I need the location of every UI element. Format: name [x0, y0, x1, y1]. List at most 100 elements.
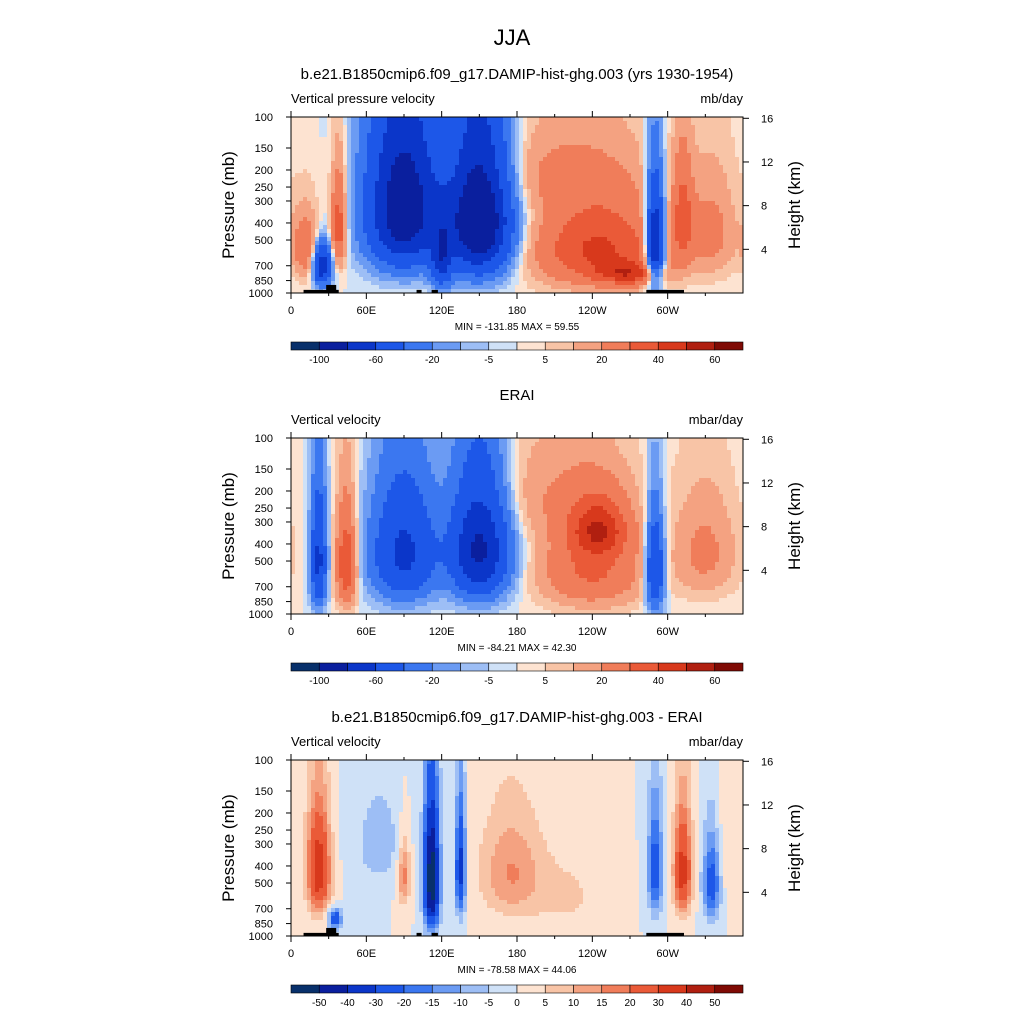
heatmap-cell	[643, 201, 648, 206]
heatmap-cell	[371, 121, 376, 126]
heatmap-cell	[431, 281, 436, 286]
heatmap-cell	[471, 281, 476, 286]
heatmap-cell	[467, 201, 472, 206]
heatmap-cell	[723, 277, 728, 282]
heatmap-cell	[335, 141, 340, 146]
heatmap-cell	[531, 125, 536, 130]
heatmap-cell	[347, 209, 352, 214]
heatmap-cell	[483, 153, 488, 158]
heatmap-cell	[643, 221, 648, 226]
heatmap-cell	[427, 169, 432, 174]
heatmap-cell	[635, 121, 640, 126]
heatmap-cell	[547, 281, 552, 286]
heatmap-cell	[535, 185, 540, 190]
heatmap-cell	[707, 117, 712, 122]
heatmap-cell	[703, 269, 708, 274]
heatmap-cell	[423, 229, 428, 234]
heatmap-cell	[499, 257, 504, 262]
heatmap-cell	[643, 157, 648, 162]
heatmap-cell	[567, 285, 572, 290]
heatmap-cell	[499, 237, 504, 242]
heatmap-cell	[463, 225, 468, 230]
heatmap-cell	[339, 125, 344, 130]
heatmap-cell	[399, 273, 404, 278]
heatmap-cell	[523, 161, 528, 166]
heatmap-cell	[583, 241, 588, 246]
heatmap-cell	[515, 149, 520, 154]
heatmap-cell	[471, 145, 476, 150]
heatmap-cell	[663, 281, 668, 286]
heatmap-cell	[603, 157, 608, 162]
heatmap-cell	[435, 133, 440, 138]
heatmap-cell	[679, 181, 684, 186]
heatmap-cell	[651, 285, 656, 290]
heatmap-cell	[731, 137, 736, 142]
heatmap-cell	[495, 117, 500, 122]
heatmap-cell	[615, 205, 620, 210]
heatmap-cell	[555, 185, 560, 190]
heatmap-cell	[459, 129, 464, 134]
heatmap-cell	[643, 273, 648, 278]
heatmap-cell	[655, 141, 660, 146]
heatmap-cell	[403, 213, 408, 218]
heatmap-cell	[291, 193, 296, 198]
heatmap-cell	[371, 257, 376, 262]
heatmap-cell	[607, 261, 612, 266]
heatmap-cell	[623, 289, 628, 294]
heatmap-cell	[355, 269, 360, 274]
heatmap-cell	[407, 233, 412, 238]
heatmap-cell	[611, 153, 616, 158]
heatmap-cell	[335, 129, 340, 134]
heatmap-cell	[295, 141, 300, 146]
heatmap-cell	[691, 233, 696, 238]
heatmap-cell	[623, 233, 628, 238]
heatmap-cell	[307, 185, 312, 190]
heatmap-cell	[559, 213, 564, 218]
heatmap-cell	[471, 165, 476, 170]
heatmap-cell	[679, 241, 684, 246]
heatmap-cell	[483, 157, 488, 162]
heatmap-cell	[479, 201, 484, 206]
heatmap-cell	[691, 149, 696, 154]
heatmap-cell	[451, 153, 456, 158]
heatmap-cell	[451, 129, 456, 134]
heatmap-cell	[343, 121, 348, 126]
heatmap-cell	[507, 133, 512, 138]
heatmap-cell	[479, 213, 484, 218]
heatmap-cell	[523, 273, 528, 278]
heatmap-cell	[711, 145, 716, 150]
heatmap-cell	[379, 177, 384, 182]
heatmap-cell	[327, 225, 332, 230]
heatmap-cell	[367, 241, 372, 246]
heatmap-cell	[639, 273, 644, 278]
heatmap-cell	[403, 245, 408, 250]
heatmap-cell	[539, 241, 544, 246]
heatmap-cell	[451, 205, 456, 210]
heatmap-cell	[579, 173, 584, 178]
heatmap-cell	[335, 197, 340, 202]
heatmap-cell	[543, 245, 548, 250]
heatmap-cell	[671, 241, 676, 246]
heatmap-cell	[667, 181, 672, 186]
heatmap-cell	[615, 237, 620, 242]
heatmap-cell	[547, 269, 552, 274]
heatmap-cell	[387, 249, 392, 254]
heatmap-cell	[499, 281, 504, 286]
heatmap-cell	[631, 257, 636, 262]
heatmap-cell	[331, 217, 336, 222]
heatmap-cell	[299, 153, 304, 158]
heatmap-cell	[315, 173, 320, 178]
heatmap-cell	[295, 241, 300, 246]
heatmap-cell	[291, 225, 296, 230]
heatmap-cell	[579, 149, 584, 154]
heatmap-cell	[707, 273, 712, 278]
heatmap-cell	[687, 273, 692, 278]
heatmap-cell	[431, 121, 436, 126]
heatmap-cell	[523, 133, 528, 138]
heatmap-cell	[427, 125, 432, 130]
heatmap-cell	[695, 133, 700, 138]
heatmap-cell	[671, 173, 676, 178]
heatmap-cell	[355, 225, 360, 230]
heatmap-cell	[479, 133, 484, 138]
heatmap-cell	[691, 261, 696, 266]
